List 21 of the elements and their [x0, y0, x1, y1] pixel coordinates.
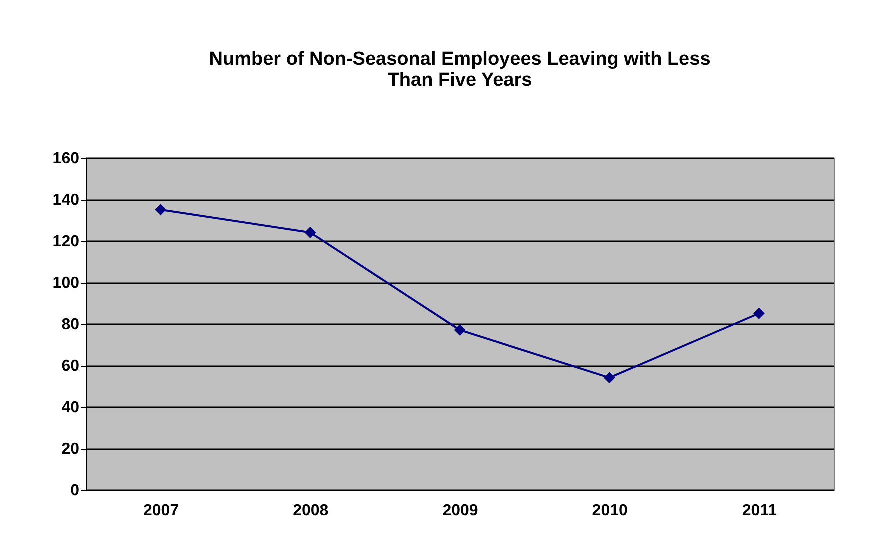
point	[454, 324, 466, 336]
point	[304, 227, 316, 238]
y-tick-label: 160	[52, 150, 80, 168]
y-tick-label: 100	[52, 275, 80, 292]
point	[155, 204, 166, 216]
x-tick-label: 2011	[742, 502, 778, 520]
x-tick-label: 2009	[442, 502, 478, 520]
y-tick-label: 20	[62, 441, 80, 458]
point	[604, 372, 616, 384]
y-tick-label: 80	[62, 316, 80, 334]
text: Than Five Years	[388, 70, 532, 91]
y-tick-label: 120	[52, 234, 80, 250]
x-tick-label: 2010	[592, 502, 628, 520]
x-tick-label: 2008	[293, 502, 329, 520]
y-tick-label: 140	[52, 192, 80, 209]
x-tick-label: 2007	[144, 502, 180, 520]
y-tick-label: 0	[70, 482, 80, 500]
point	[754, 308, 765, 320]
y-tick-label: 60	[62, 358, 80, 375]
text: Number of Non-Seasonal Employees Leaving with Less	[209, 49, 711, 70]
y-tick-label: 40	[62, 400, 80, 416]
